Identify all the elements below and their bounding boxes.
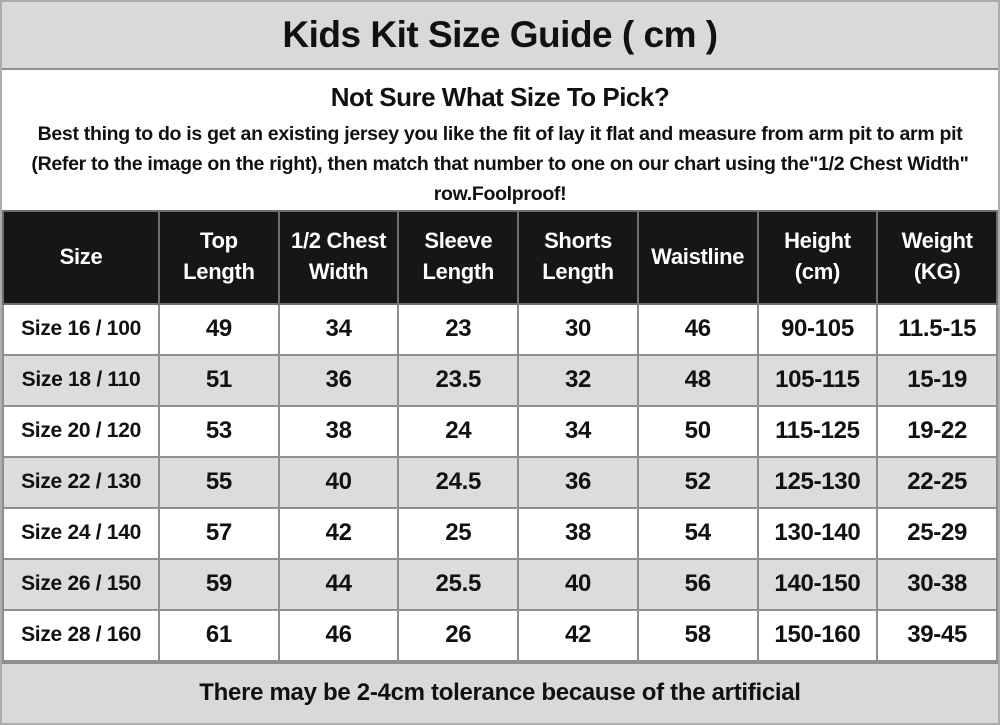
header-cell: Sleeve Length — [397, 209, 520, 305]
table-cell: 11.5-15 — [876, 302, 998, 356]
table-cell: 140-150 — [756, 557, 879, 611]
table-cell: 26 — [397, 608, 520, 662]
intro-heading: Not Sure What Size To Pick? — [330, 82, 670, 112]
table-cell: Size 18 / 110 — [2, 353, 161, 407]
table-cell: 56 — [636, 557, 759, 611]
size-table-head: Size Top Length 1/2 Chest Width Sleeve Leng… — [2, 209, 998, 305]
table-cell: 36 — [517, 455, 639, 509]
header-cell: Top Length — [158, 209, 280, 305]
table-cell: 42 — [517, 608, 639, 662]
table-cell: Size 28 / 160 — [2, 608, 161, 662]
table-cell: 23.5 — [397, 353, 520, 407]
table-cell: 30-38 — [876, 557, 998, 611]
table-cell: 30 — [517, 302, 639, 356]
header-cell: Weight (KG) — [876, 209, 998, 305]
table-cell: Size 22 / 130 — [2, 455, 161, 509]
table-cell: 34 — [517, 404, 639, 458]
table-cell: 38 — [517, 506, 639, 560]
table-row: Size 26 / 150 59 44 25.5 40 56 140-150 30-38 — [2, 557, 998, 611]
header-cell: Waistline — [636, 209, 759, 305]
table-row: Size 16 / 100 49 34 23 30 46 90-105 11.5-15 — [2, 302, 998, 356]
table-cell: 24 — [397, 404, 520, 458]
table-cell: 150-160 — [756, 608, 879, 662]
header-cell: Size — [2, 209, 161, 305]
table-row: Size 22 / 130 55 40 24.5 36 52 125-130 22-25 — [2, 455, 998, 509]
table-cell: 23 — [397, 302, 520, 356]
table-cell: 25.5 — [397, 557, 520, 611]
intro-body: Best thing to do is get an existing jers… — [31, 123, 969, 206]
table-cell: 25 — [397, 506, 520, 560]
table-cell: 19-22 — [876, 404, 998, 458]
table-cell: 54 — [636, 506, 759, 560]
table-cell: 34 — [277, 302, 400, 356]
table-cell: Size 26 / 150 — [2, 557, 161, 611]
table-cell: 42 — [277, 506, 400, 560]
footer-note-bar: There may be 2-4cm tolerance because of … — [2, 661, 998, 723]
table-cell: 52 — [636, 455, 759, 509]
table-cell: Size 20 / 120 — [2, 404, 161, 458]
table-cell: 46 — [277, 608, 400, 662]
table-cell: 130-140 — [756, 506, 879, 560]
table-cell: 59 — [158, 557, 280, 611]
table-cell: 57 — [158, 506, 280, 560]
table-cell: 61 — [158, 608, 280, 662]
table-cell: 50 — [636, 404, 759, 458]
table-row: Size 18 / 110 51 36 23.5 32 48 105-115 15-19 — [2, 353, 998, 407]
table-cell: 46 — [636, 302, 759, 356]
table-cell: 38 — [277, 404, 400, 458]
header-row: Size Top Length 1/2 Chest Width Sleeve Leng… — [2, 209, 998, 305]
table-cell: 36 — [277, 353, 400, 407]
tolerance-note: There may be 2-4cm tolerance because of … — [199, 679, 801, 707]
table-cell: 25-29 — [876, 506, 998, 560]
size-table: Size Top Length 1/2 Chest Width Sleeve Leng… — [2, 209, 998, 662]
table-cell: 49 — [158, 302, 280, 356]
size-table-body: Size 16 / 100 49 34 23 30 46 90-105 11.5-15 Size… — [2, 302, 998, 662]
header-cell: Shorts Length — [517, 209, 639, 305]
table-cell: 51 — [158, 353, 280, 407]
table-cell: 40 — [277, 455, 400, 509]
table-cell: 32 — [517, 353, 639, 407]
header-cell: Height (cm) — [756, 209, 879, 305]
title-bar: Kids Kit Size Guide ( cm ) — [2, 2, 998, 70]
page-title: Kids Kit Size Guide ( cm ) — [282, 14, 718, 55]
table-cell: 39-45 — [876, 608, 998, 662]
table-row: Size 28 / 160 61 46 26 42 58 150-160 39-45 — [2, 608, 998, 662]
table-cell: 15-19 — [876, 353, 998, 407]
table-row: Size 20 / 120 53 38 24 34 50 115-125 19-22 — [2, 404, 998, 458]
table-cell: 105-115 — [756, 353, 879, 407]
table-cell: 55 — [158, 455, 280, 509]
header-cell: 1/2 Chest Width — [277, 209, 400, 305]
table-cell: Size 24 / 140 — [2, 506, 161, 560]
table-cell: 53 — [158, 404, 280, 458]
table-cell: Size 16 / 100 — [2, 302, 161, 356]
table-cell: 44 — [277, 557, 400, 611]
table-cell: 48 — [636, 353, 759, 407]
intro-section: Not Sure What Size To Pick? Best thing t… — [2, 70, 998, 210]
table-cell: 24.5 — [397, 455, 520, 509]
table-row: Size 24 / 140 57 42 25 38 54 130-140 25-29 — [2, 506, 998, 560]
table-cell: 115-125 — [756, 404, 879, 458]
table-cell: 58 — [636, 608, 759, 662]
table-cell: 40 — [517, 557, 639, 611]
table-cell: 90-105 — [756, 302, 879, 356]
table-cell: 22-25 — [876, 455, 998, 509]
table-cell: 125-130 — [756, 455, 879, 509]
